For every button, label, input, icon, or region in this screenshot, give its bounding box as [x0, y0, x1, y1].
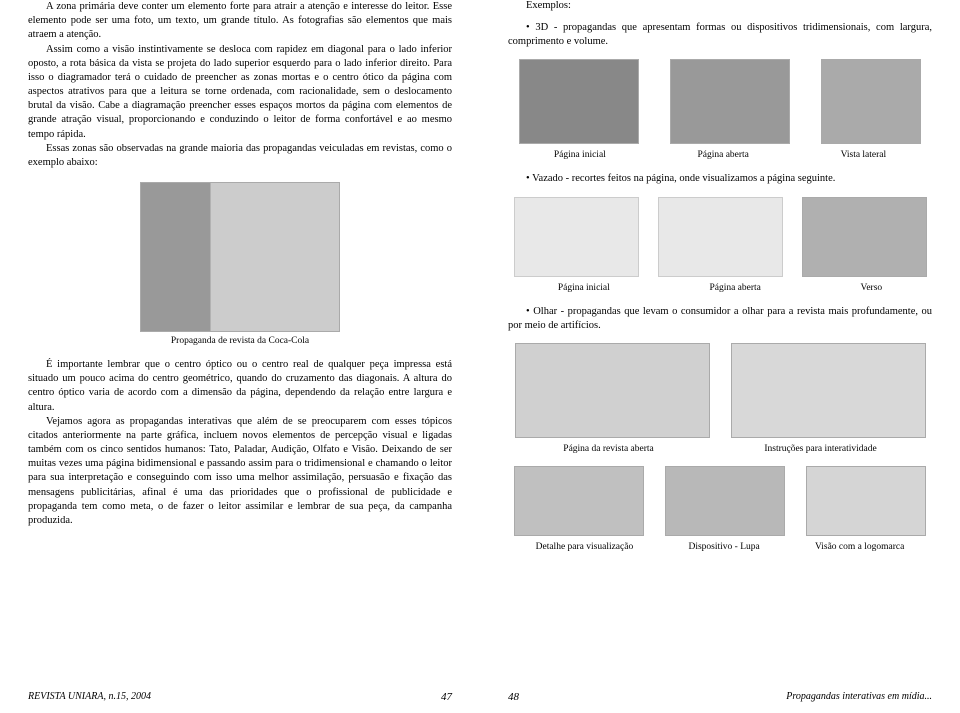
image-olhar-open	[515, 343, 710, 438]
exemplos-header: Exemplos:	[508, 0, 932, 11]
right-footer: 48 Propagandas interativas em mídia...	[508, 691, 932, 703]
caption-detail-1: Detalhe para visualização	[536, 542, 634, 552]
paragraph-2: Assim como a visão instintivamente se de…	[28, 43, 452, 142]
caption-3d-1: Página inicial	[554, 150, 606, 160]
image-detail-view	[514, 466, 644, 536]
image-row-3d	[508, 59, 932, 144]
article-title-footer: Propagandas interativas em mídia...	[786, 691, 932, 703]
left-footer: REVISTA UNIARA, n.15, 2004 47	[28, 691, 452, 703]
right-page: Exemplos: 3D - propagandas que apresenta…	[480, 0, 960, 713]
image-detail-lupa	[665, 466, 785, 536]
caption-row-3d: Página inicial Página aberta Vista later…	[508, 150, 932, 160]
bullet-olhar: Olhar - propagandas que levam o consumid…	[508, 305, 932, 333]
caption-olhar-2: Instruções para interatividade	[764, 444, 876, 454]
paragraph-3: Essas zonas são observadas na grande mai…	[28, 142, 452, 170]
caption-olhar-1: Página da revista aberta	[563, 444, 653, 454]
caption-vazado-3: Verso	[861, 283, 883, 293]
bullet-vazado: Vazado - recortes feitos na página, onde…	[508, 172, 932, 186]
caption-row-vazado: Página inicial Página aberta Verso	[508, 283, 932, 293]
image-3d-open	[670, 59, 790, 144]
caption-detail-3: Visão com a logomarca	[815, 542, 904, 552]
image-vazado-verso	[802, 197, 927, 277]
caption-3d-2: Página aberta	[697, 150, 748, 160]
paragraph-5: Vejamos agora as propagandas interativas…	[28, 415, 452, 528]
right-page-number: 48	[508, 691, 519, 703]
bullet-3d: 3D - propagandas que apresentam formas o…	[508, 21, 932, 49]
journal-reference: REVISTA UNIARA, n.15, 2004	[28, 691, 151, 703]
image-3d-initial	[519, 59, 639, 144]
coca-cola-caption: Propaganda de revista da Coca-Cola	[28, 336, 452, 346]
caption-vazado-2: Página aberta	[709, 283, 760, 293]
image-row-detail	[508, 466, 932, 536]
image-detail-logo	[806, 466, 926, 536]
left-page-number: 47	[441, 691, 452, 703]
image-row-vazado	[508, 197, 932, 277]
coca-cola-ad-image	[140, 182, 340, 332]
caption-3d-3: Vista lateral	[841, 150, 887, 160]
image-vazado-initial	[514, 197, 639, 277]
caption-detail-2: Dispositivo - Lupa	[688, 542, 759, 552]
paragraph-1: A zona primária deve conter um elemento …	[28, 0, 452, 43]
image-row-olhar	[508, 343, 932, 438]
paragraph-4: É importante lembrar que o centro óptico…	[28, 358, 452, 415]
caption-vazado-1: Página inicial	[558, 283, 610, 293]
image-olhar-instructions	[731, 343, 926, 438]
image-vazado-open	[658, 197, 783, 277]
image-3d-side	[821, 59, 921, 144]
left-page: A zona primária deve conter um elemento …	[0, 0, 480, 713]
caption-row-detail: Detalhe para visualização Dispositivo - …	[508, 542, 932, 552]
caption-row-olhar: Página da revista aberta Instruções para…	[508, 444, 932, 454]
